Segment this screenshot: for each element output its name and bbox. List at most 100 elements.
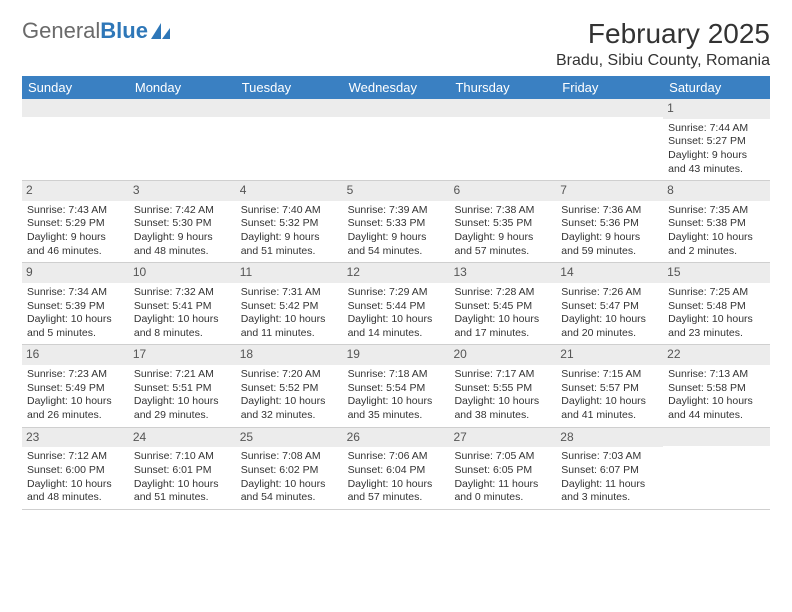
- day-number: 16: [22, 345, 129, 365]
- day-number: 21: [556, 345, 663, 365]
- day-number: 27: [449, 428, 556, 448]
- day-number: 12: [343, 263, 450, 283]
- daylight-text: Daylight: 10 hours and 11 minutes.: [238, 313, 341, 340]
- sunrise-text: Sunrise: 7:13 AM: [665, 368, 768, 382]
- weekday-header: Saturday: [663, 76, 770, 99]
- sunrise-text: Sunrise: 7:10 AM: [131, 450, 234, 464]
- topbar: GeneralBlue February 2025 Bradu, Sibiu C…: [22, 18, 770, 70]
- daylight-text: Daylight: 10 hours and 29 minutes.: [131, 395, 234, 422]
- sunrise-text: Sunrise: 7:31 AM: [238, 286, 341, 300]
- day-cell: 6Sunrise: 7:38 AMSunset: 5:35 PMDaylight…: [449, 181, 556, 262]
- day-cell: 20Sunrise: 7:17 AMSunset: 5:55 PMDayligh…: [449, 345, 556, 426]
- sunset-text: Sunset: 5:27 PM: [665, 135, 768, 149]
- location: Bradu, Sibiu County, Romania: [556, 52, 770, 70]
- day-cell: 23Sunrise: 7:12 AMSunset: 6:00 PMDayligh…: [22, 428, 129, 509]
- day-cell: 15Sunrise: 7:25 AMSunset: 5:48 PMDayligh…: [663, 263, 770, 344]
- day-number: 24: [129, 428, 236, 448]
- sunrise-text: Sunrise: 7:36 AM: [558, 204, 661, 218]
- week-row: 2Sunrise: 7:43 AMSunset: 5:29 PMDaylight…: [22, 181, 770, 263]
- weekday-header: Wednesday: [343, 76, 450, 99]
- day-number: 13: [449, 263, 556, 283]
- day-number: 1: [663, 99, 770, 119]
- sunrise-text: Sunrise: 7:17 AM: [451, 368, 554, 382]
- daylight-text: Daylight: 10 hours and 23 minutes.: [665, 313, 768, 340]
- daylight-text: Daylight: 10 hours and 44 minutes.: [665, 395, 768, 422]
- sunset-text: Sunset: 5:38 PM: [665, 217, 768, 231]
- sunset-text: Sunset: 6:04 PM: [345, 464, 448, 478]
- day-number: [663, 428, 770, 446]
- sail-icon: [150, 22, 172, 40]
- sunset-text: Sunset: 5:55 PM: [451, 382, 554, 396]
- day-number: 11: [236, 263, 343, 283]
- daylight-text: Daylight: 10 hours and 5 minutes.: [24, 313, 127, 340]
- sunrise-text: Sunrise: 7:06 AM: [345, 450, 448, 464]
- sunset-text: Sunset: 5:44 PM: [345, 300, 448, 314]
- daylight-text: Daylight: 10 hours and 8 minutes.: [131, 313, 234, 340]
- daylight-text: Daylight: 10 hours and 51 minutes.: [131, 478, 234, 505]
- day-number: 14: [556, 263, 663, 283]
- day-number: [129, 99, 236, 117]
- day-cell: 9Sunrise: 7:34 AMSunset: 5:39 PMDaylight…: [22, 263, 129, 344]
- sunrise-text: Sunrise: 7:34 AM: [24, 286, 127, 300]
- daylight-text: Daylight: 10 hours and 32 minutes.: [238, 395, 341, 422]
- sunset-text: Sunset: 6:07 PM: [558, 464, 661, 478]
- day-cell: 13Sunrise: 7:28 AMSunset: 5:45 PMDayligh…: [449, 263, 556, 344]
- week-row: 9Sunrise: 7:34 AMSunset: 5:39 PMDaylight…: [22, 263, 770, 345]
- daylight-text: Daylight: 10 hours and 48 minutes.: [24, 478, 127, 505]
- sunset-text: Sunset: 6:00 PM: [24, 464, 127, 478]
- sunrise-text: Sunrise: 7:05 AM: [451, 450, 554, 464]
- sunset-text: Sunset: 5:57 PM: [558, 382, 661, 396]
- day-cell: 22Sunrise: 7:13 AMSunset: 5:58 PMDayligh…: [663, 345, 770, 426]
- sunset-text: Sunset: 5:41 PM: [131, 300, 234, 314]
- day-cell: 8Sunrise: 7:35 AMSunset: 5:38 PMDaylight…: [663, 181, 770, 262]
- daylight-text: Daylight: 9 hours and 48 minutes.: [131, 231, 234, 258]
- weekday-header: Monday: [129, 76, 236, 99]
- daylight-text: Daylight: 9 hours and 43 minutes.: [665, 149, 768, 176]
- sunrise-text: Sunrise: 7:42 AM: [131, 204, 234, 218]
- day-cell: 16Sunrise: 7:23 AMSunset: 5:49 PMDayligh…: [22, 345, 129, 426]
- sunset-text: Sunset: 5:42 PM: [238, 300, 341, 314]
- day-number: 5: [343, 181, 450, 201]
- day-number: 20: [449, 345, 556, 365]
- week-row: 23Sunrise: 7:12 AMSunset: 6:00 PMDayligh…: [22, 428, 770, 510]
- day-number: 28: [556, 428, 663, 448]
- day-cell: 4Sunrise: 7:40 AMSunset: 5:32 PMDaylight…: [236, 181, 343, 262]
- sunset-text: Sunset: 5:45 PM: [451, 300, 554, 314]
- sunset-text: Sunset: 6:02 PM: [238, 464, 341, 478]
- day-cell: 28Sunrise: 7:03 AMSunset: 6:07 PMDayligh…: [556, 428, 663, 509]
- day-number: 23: [22, 428, 129, 448]
- daylight-text: Daylight: 9 hours and 57 minutes.: [451, 231, 554, 258]
- sunset-text: Sunset: 5:49 PM: [24, 382, 127, 396]
- sunrise-text: Sunrise: 7:38 AM: [451, 204, 554, 218]
- daylight-text: Daylight: 11 hours and 0 minutes.: [451, 478, 554, 505]
- sunrise-text: Sunrise: 7:26 AM: [558, 286, 661, 300]
- day-cell: [343, 99, 450, 180]
- day-cell: 7Sunrise: 7:36 AMSunset: 5:36 PMDaylight…: [556, 181, 663, 262]
- day-number: 22: [663, 345, 770, 365]
- day-cell: 12Sunrise: 7:29 AMSunset: 5:44 PMDayligh…: [343, 263, 450, 344]
- day-number: [343, 99, 450, 117]
- sunset-text: Sunset: 5:29 PM: [24, 217, 127, 231]
- week-row: 1 Sunrise: 7:44 AMSunset: 5:27 PMDaylight…: [22, 99, 770, 181]
- daylight-text: Daylight: 10 hours and 35 minutes.: [345, 395, 448, 422]
- sunrise-text: Sunrise: 7:43 AM: [24, 204, 127, 218]
- day-cell: 17Sunrise: 7:21 AMSunset: 5:51 PMDayligh…: [129, 345, 236, 426]
- sunrise-text: Sunrise: 7:39 AM: [345, 204, 448, 218]
- day-number: 4: [236, 181, 343, 201]
- sunset-text: Sunset: 5:54 PM: [345, 382, 448, 396]
- sunrise-text: Sunrise: 7:44 AM: [665, 122, 768, 136]
- day-number: 15: [663, 263, 770, 283]
- day-cell: 11 Sunrise: 7:31 AMSunset: 5:42 PMDayligh…: [236, 263, 343, 344]
- daylight-text: Daylight: 9 hours and 46 minutes.: [24, 231, 127, 258]
- day-number: 25: [236, 428, 343, 448]
- sunrise-text: Sunrise: 7:23 AM: [24, 368, 127, 382]
- day-cell: 27Sunrise: 7:05 AMSunset: 6:05 PMDayligh…: [449, 428, 556, 509]
- day-cell: 3Sunrise: 7:42 AMSunset: 5:30 PMDaylight…: [129, 181, 236, 262]
- weekday-header: Sunday: [22, 76, 129, 99]
- daylight-text: Daylight: 9 hours and 54 minutes.: [345, 231, 448, 258]
- day-number: [22, 99, 129, 117]
- day-cell: 19Sunrise: 7:18 AMSunset: 5:54 PMDayligh…: [343, 345, 450, 426]
- day-number: [449, 99, 556, 117]
- day-number: [556, 99, 663, 117]
- sunset-text: Sunset: 5:47 PM: [558, 300, 661, 314]
